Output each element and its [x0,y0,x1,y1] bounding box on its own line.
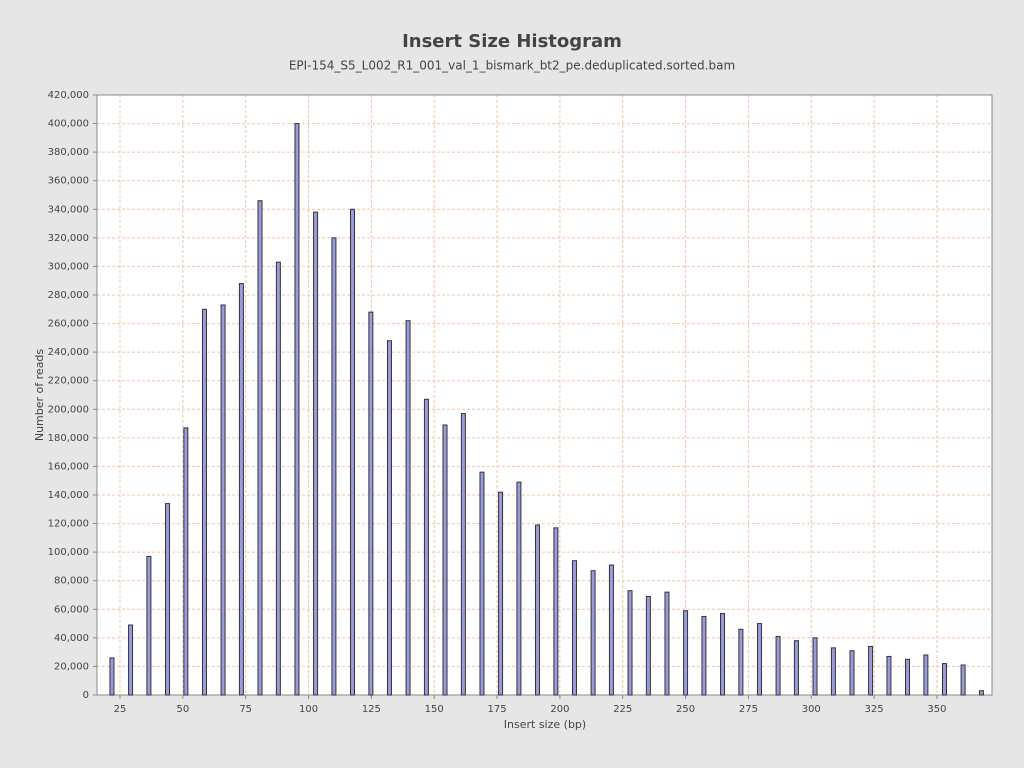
bar [571,560,577,696]
chart-subtitle: EPI-154_S5_L002_R1_001_val_1_bismark_bt2… [289,59,735,73]
bar [313,211,319,696]
bar [183,427,189,696]
bar [978,690,984,696]
bar [109,657,115,696]
bar [238,283,244,696]
y-tick-label: 300,000 [48,261,89,272]
y-tick-label: 0 [83,690,89,701]
x-tick-label: 275 [739,704,758,715]
y-tick-label: 360,000 [48,176,89,187]
y-tick-label: 400,000 [48,119,89,130]
y-tick-label: 160,000 [48,461,89,472]
y-tick-label: 20,000 [54,661,89,672]
bar [812,637,818,696]
x-tick-label: 250 [676,704,695,715]
bar [220,304,226,696]
bar [535,524,541,696]
bar [165,503,171,696]
bar [516,481,522,696]
bar [645,595,651,696]
chart-title: Insert Size Histogram [402,31,622,52]
x-axis-label: Insert size (bp) [504,718,586,731]
y-tick-label: 380,000 [48,147,89,158]
bar [849,650,855,696]
bar [960,664,966,696]
x-tick-label: 225 [613,704,632,715]
bar [405,320,411,696]
bar [386,340,392,696]
y-tick-label: 420,000 [48,90,89,101]
y-tick-label: 200,000 [48,404,89,415]
bar [350,208,356,696]
x-tick-label: 25 [114,704,127,715]
y-tick-label: 340,000 [48,204,89,215]
y-tick-label: 80,000 [54,576,89,587]
plot-area [97,95,992,695]
y-tick-label: 40,000 [54,633,89,644]
plot-border [96,94,993,696]
bar [201,308,207,696]
bar [720,613,726,696]
x-tick-label: 300 [802,704,821,715]
y-tick-label: 320,000 [48,233,89,244]
bar [590,570,596,696]
bar [128,624,134,696]
bar [608,564,614,696]
bar [756,623,762,696]
bar [905,658,911,696]
bar [460,413,466,696]
bar [479,471,485,696]
x-tick-label: 325 [865,704,884,715]
bar [775,635,781,696]
bar [423,398,429,696]
y-tick-label: 60,000 [54,604,89,615]
x-tick-label: 175 [488,704,507,715]
bar [368,311,374,696]
y-axis-label: Number of reads [33,349,46,442]
bar [146,555,152,696]
bar [886,655,892,696]
y-tick-label: 100,000 [48,547,89,558]
x-tick-label: 125 [362,704,381,715]
bar [793,640,799,696]
bar [830,647,836,696]
bar [923,654,929,696]
y-tick-label: 240,000 [48,347,89,358]
y-tick-label: 140,000 [48,490,89,501]
bar [941,663,947,696]
bar [331,237,337,696]
x-tick-label: 150 [425,704,444,715]
y-tick-label: 260,000 [48,319,89,330]
bar [275,261,281,696]
bar [442,424,448,696]
y-tick-label: 280,000 [48,290,89,301]
bar [868,645,874,696]
x-tick-label: 50 [176,704,189,715]
bar [701,615,707,696]
bar [257,200,263,696]
x-tick-label: 100 [299,704,318,715]
bar [738,628,744,696]
bar [664,591,670,696]
bar [498,491,504,696]
y-tick-label: 220,000 [48,376,89,387]
bar [553,527,559,696]
x-tick-label: 350 [927,704,946,715]
y-tick-label: 180,000 [48,433,89,444]
bar [294,123,300,696]
y-tick-label: 120,000 [48,519,89,530]
x-tick-label: 75 [239,704,252,715]
x-tick-label: 200 [550,704,569,715]
bar [627,590,633,696]
bar [683,610,689,696]
